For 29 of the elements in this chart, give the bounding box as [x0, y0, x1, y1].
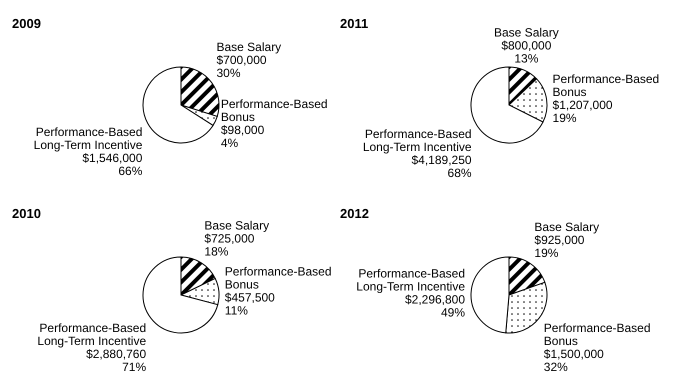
slice-label: Performance-Based Bonus: [224, 264, 332, 292]
slice-label: Base Salary: [204, 218, 270, 233]
data-label: $1,207,000 19%: [552, 98, 613, 126]
chart-title: 2009: [12, 16, 41, 31]
slice-label: Performance-Based Long-Term Incentive: [362, 127, 472, 154]
data-label: $725,000 18%: [204, 232, 255, 259]
pie-slice: [470, 66, 544, 144]
chart-title: 2011: [340, 16, 368, 31]
chart-title: 2010: [12, 206, 41, 221]
slice-label: Performance-Based Long-Term Incentive: [37, 320, 146, 348]
data-label: $2,880,760 71%: [86, 346, 146, 374]
slice-label: Performance-Based Long-Term Incentive: [34, 125, 143, 152]
slice-label: Performance-Based Bonus: [552, 72, 660, 100]
slice-label: Performance-Based Long-Term Incentive: [356, 266, 466, 294]
data-label: $1,500,000 32%: [544, 346, 604, 374]
slice-label: Base Salary: [494, 26, 559, 40]
data-label: $800,000 13%: [501, 38, 552, 66]
chart-title: 2012: [340, 206, 369, 221]
data-label: $457,500 11%: [224, 290, 276, 318]
data-label: $700,000 30%: [216, 52, 267, 80]
slice-label: Performance-Based Bonus: [544, 320, 651, 348]
data-label: $1,546,000 66%: [82, 151, 143, 178]
data-label: $2,296,800 49%: [404, 292, 466, 320]
data-label: $98,000 4%: [220, 123, 265, 150]
data-label: $4,189,250 68%: [412, 153, 472, 180]
data-label: $925,000 19%: [534, 233, 585, 260]
slice-label: Performance-Based Bonus: [220, 97, 328, 124]
slice-label: Base Salary: [216, 40, 282, 54]
slice-label: Base Salary: [534, 220, 600, 234]
